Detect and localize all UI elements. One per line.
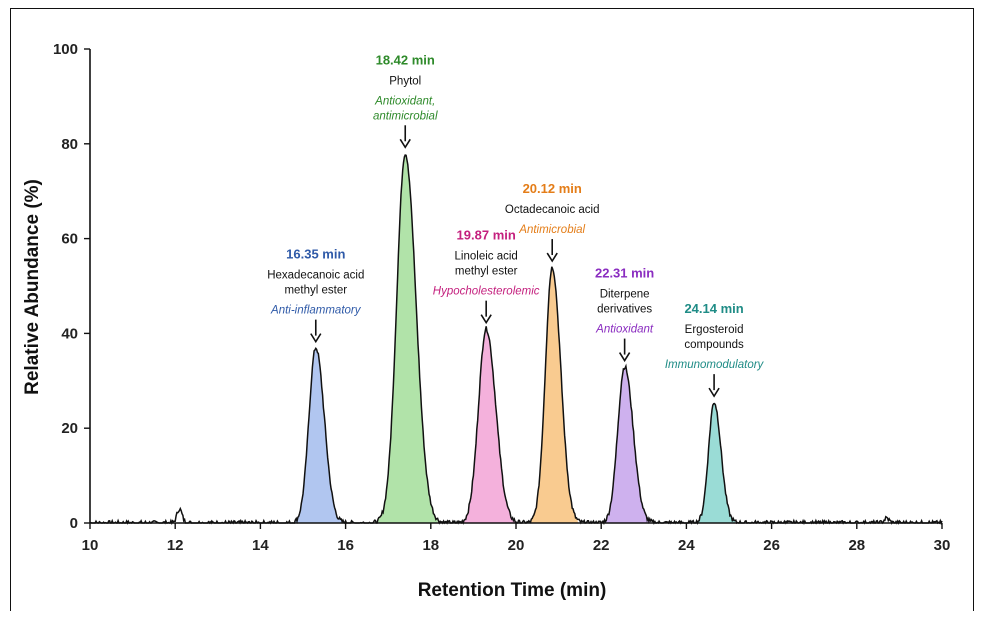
retention-time-label: 24.14 min: [684, 301, 743, 316]
arrow-head: [399, 138, 411, 149]
activity-label: Antimicrobial: [518, 224, 585, 236]
x-tick-label: 14: [252, 537, 269, 554]
x-tick-label: 26: [763, 537, 780, 554]
y-tick-label: 40: [61, 325, 78, 342]
peak-fill-2: [378, 155, 438, 523]
activity-label: Antioxidant: [595, 324, 654, 336]
y-tick-label: 100: [53, 41, 78, 58]
arrow-head: [546, 252, 558, 263]
activity-label: Antioxidant,: [374, 95, 435, 107]
peak-fill-4: [530, 266, 579, 523]
x-tick-label: 30: [934, 537, 951, 554]
compound-name: compounds: [684, 339, 744, 351]
x-tick-label: 16: [337, 537, 354, 554]
peak-annotation-6: 24.14 min Ergosteroid compounds Immunomodul…: [665, 301, 765, 398]
peak-annotations: 16.35 min Hexadecanoic acid methyl ester An…: [267, 52, 765, 398]
retention-time-label: 19.87 min: [457, 228, 516, 243]
x-tick-label: 20: [508, 537, 525, 554]
compound-name: Phytol: [389, 75, 421, 87]
y-tick-label: 0: [70, 515, 78, 532]
retention-time-label: 22.31 min: [595, 266, 654, 281]
y-axis-title: Relative Abundance (%): [22, 179, 43, 395]
compound-name: Linoleic acid: [455, 251, 518, 263]
x-axis-title: Retention Time (min): [418, 580, 607, 601]
peak-fill-3: [461, 326, 516, 523]
peak-fill-6: [696, 403, 736, 523]
x-tick-label: 18: [422, 537, 439, 554]
axes: 10 12 14 16 18 20 22 24 26 28 30 0 20 40 60 80 100: [53, 41, 950, 554]
compound-name: methyl ester: [455, 266, 518, 278]
x-tick-label: 22: [593, 537, 610, 554]
peak-fill-1: [294, 348, 342, 523]
activity-label: Anti-inflammatory: [270, 305, 362, 317]
retention-time-label: 16.35 min: [286, 247, 345, 262]
compound-name: Hexadecanoic acid: [267, 270, 364, 282]
x-tick-label: 10: [82, 537, 99, 554]
x-tick-label: 28: [848, 537, 865, 554]
x-tick-label: 12: [167, 537, 184, 554]
peak-annotation-1: 16.35 min Hexadecanoic acid methyl ester An…: [267, 247, 364, 344]
arrow-head: [708, 387, 720, 398]
x-tick-label: 24: [678, 537, 695, 554]
peak-annotation-3: 19.87 min Linoleic acid methyl ester Hypoch…: [433, 228, 540, 325]
arrow-head: [480, 314, 492, 325]
y-tick-label: 80: [61, 136, 78, 153]
activity-label: antimicrobial: [373, 110, 438, 122]
peak-annotation-5: 22.31 min Diterpene derivatives Antioxidant: [595, 266, 654, 363]
compound-name: Ergosteroid: [685, 324, 744, 336]
figure-frame: [10, 8, 974, 611]
retention-time-label: 20.12 min: [523, 181, 582, 196]
compound-name: methyl ester: [284, 285, 347, 297]
compound-name: Octadecanoic acid: [505, 204, 600, 216]
peak-annotation-4: 20.12 min Octadecanoic acid Antimicrobial: [505, 181, 600, 263]
y-tick-label: 20: [61, 420, 78, 437]
compound-name: derivatives: [597, 304, 652, 316]
y-tick-label: 60: [61, 231, 78, 248]
activity-label: Immunomodulatory: [665, 359, 765, 371]
arrow-head: [310, 333, 322, 344]
peak-fill-5: [602, 366, 651, 523]
arrow-head: [618, 352, 631, 363]
compound-name: Diterpene: [600, 289, 650, 301]
peak-annotation-2: 18.42 min Phytol Antioxidant, antimicrobial: [373, 52, 438, 149]
retention-time-label: 18.42 min: [376, 52, 435, 67]
activity-label: Hypocholesterolemic: [433, 286, 540, 298]
